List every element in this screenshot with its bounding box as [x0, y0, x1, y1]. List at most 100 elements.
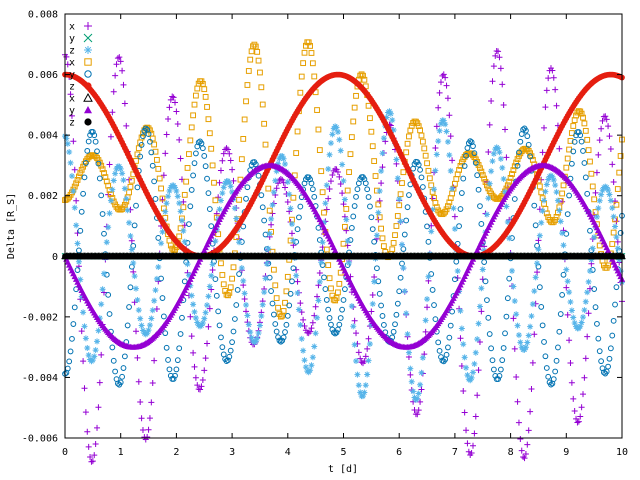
data-point — [470, 369, 477, 376]
data-point — [259, 301, 266, 308]
data-point — [172, 184, 179, 191]
data-point — [394, 300, 401, 307]
data-point — [326, 315, 333, 321]
data-point — [241, 290, 248, 297]
data-point — [177, 155, 184, 162]
data-point — [410, 388, 417, 395]
data-point — [73, 180, 80, 187]
data-point — [233, 234, 240, 241]
data-point — [84, 147, 91, 154]
data-point — [297, 203, 304, 210]
data-point — [581, 374, 588, 381]
data-point — [578, 110, 585, 117]
data-point — [589, 245, 596, 252]
data-point — [300, 316, 307, 323]
data-point — [415, 407, 422, 414]
data-point — [500, 101, 507, 108]
data-point — [502, 330, 508, 337]
data-point — [336, 173, 343, 180]
data-point — [496, 373, 503, 379]
data-point — [89, 458, 96, 465]
data-point — [87, 453, 94, 460]
data-point — [357, 389, 364, 396]
data-point — [153, 275, 160, 282]
data-point — [201, 367, 208, 374]
data-point — [481, 259, 488, 265]
data-point — [134, 354, 141, 361]
data-point — [188, 292, 195, 299]
data-point — [311, 343, 318, 350]
data-point — [378, 180, 385, 187]
data-point — [126, 219, 133, 226]
data-point — [337, 181, 344, 188]
data-point — [431, 186, 438, 193]
data-point — [192, 92, 199, 99]
data-point — [208, 223, 215, 230]
data-point — [99, 166, 106, 173]
data-point — [560, 182, 567, 189]
data-point — [401, 231, 408, 238]
data-point — [85, 352, 92, 359]
data-point — [609, 241, 616, 247]
data-point — [76, 173, 82, 180]
data-point — [213, 292, 220, 299]
data-point — [305, 39, 312, 46]
data-point — [351, 341, 358, 348]
data-point — [431, 302, 437, 308]
x-tick-label: 2 — [173, 447, 179, 458]
data-point — [158, 240, 165, 247]
data-point — [376, 197, 383, 204]
data-point — [570, 148, 577, 155]
data-point — [442, 74, 449, 81]
data-point — [525, 332, 532, 339]
data-point — [202, 93, 209, 100]
data-point — [461, 163, 468, 169]
data-point — [300, 347, 307, 354]
x-tick-label: 5 — [340, 447, 346, 458]
data-point — [418, 386, 425, 393]
data-point — [120, 177, 127, 184]
data-point — [191, 363, 198, 370]
data-point — [121, 100, 128, 107]
data-point — [197, 386, 204, 393]
data-point — [548, 381, 554, 388]
data-point — [559, 198, 566, 205]
data-point — [545, 176, 552, 183]
data-point — [513, 373, 520, 380]
data-point — [424, 296, 431, 303]
data-point — [155, 278, 162, 285]
data-point — [616, 256, 623, 263]
data-point — [567, 360, 574, 367]
data-point — [286, 302, 293, 309]
data-point — [332, 330, 339, 337]
data-point — [393, 156, 400, 163]
data-point — [390, 127, 397, 134]
data-point — [418, 132, 425, 139]
data-point — [99, 211, 106, 217]
data-point — [106, 161, 113, 168]
data-point — [119, 373, 125, 380]
data-point — [397, 218, 404, 225]
data-point — [421, 145, 428, 152]
data-point — [603, 368, 610, 375]
data-point — [92, 440, 99, 447]
data-point — [541, 339, 547, 345]
data-point — [571, 138, 578, 145]
data-point — [476, 303, 483, 310]
data-point — [176, 200, 183, 207]
data-point — [445, 344, 451, 351]
data-point — [375, 201, 382, 208]
data-point — [123, 122, 130, 129]
data-point — [77, 296, 84, 303]
data-point — [610, 229, 617, 236]
data-point — [179, 314, 185, 321]
data-point — [580, 148, 586, 154]
data-point — [315, 126, 322, 133]
data-point — [181, 191, 188, 198]
data-point — [397, 274, 404, 281]
data-point — [478, 168, 485, 175]
data-point — [74, 177, 81, 183]
data-point — [301, 49, 308, 56]
data-point — [414, 120, 421, 127]
data-point — [275, 304, 281, 311]
